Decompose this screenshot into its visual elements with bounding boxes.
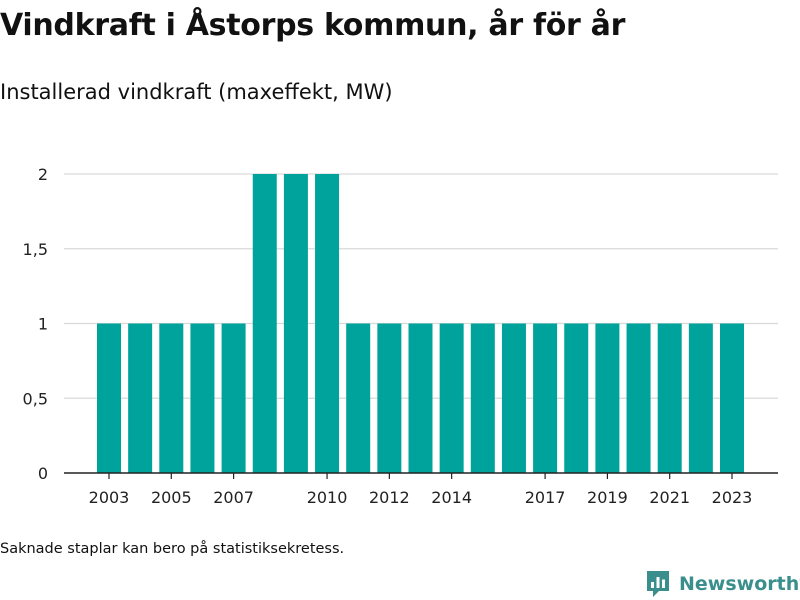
y-tick-labels: 0 0,5 1 1,5 2	[23, 165, 48, 483]
bar[interactable]	[283, 174, 308, 473]
bar[interactable]	[501, 323, 526, 474]
bar[interactable]	[408, 323, 433, 474]
bar[interactable]	[564, 323, 589, 474]
bar[interactable]	[470, 323, 495, 474]
brand-name: Newsworthy	[679, 573, 800, 595]
y-tick-label: 0	[38, 464, 48, 483]
x-tick-labels: 2003 2005 2007 2010 2012 2014 2017 2019 2021 2023	[89, 488, 753, 507]
x-tick-label: 2017	[525, 488, 566, 507]
bars	[97, 174, 744, 473]
bar[interactable]	[626, 323, 651, 474]
y-tick-label: 1,5	[23, 240, 48, 259]
bar[interactable]	[688, 323, 713, 474]
x-tick-label: 2003	[89, 488, 130, 507]
bar[interactable]	[533, 323, 558, 474]
x-tick-label: 2019	[587, 488, 628, 507]
bar[interactable]	[595, 323, 620, 474]
bar[interactable]	[97, 323, 121, 474]
x-tick-label: 2014	[431, 488, 472, 507]
bar[interactable]	[221, 323, 246, 474]
bar[interactable]	[252, 174, 277, 473]
footnote: Saknade staplar kan bero på statistiksek…	[0, 541, 345, 557]
bar[interactable]	[720, 323, 744, 474]
chart-subtitle: Installerad vindkraft (maxeffekt, MW)	[0, 80, 393, 104]
chart-title: Vindkraft i Åstorps kommun, år för år	[0, 8, 626, 43]
bar[interactable]	[657, 323, 682, 474]
x-axis	[64, 472, 778, 479]
bar-chart-logo-icon	[647, 571, 669, 597]
brand-logo[interactable]: Newsworthy	[645, 569, 800, 599]
x-tick-label: 2012	[369, 488, 410, 507]
bar[interactable]	[346, 323, 371, 474]
y-tick-label: 0,5	[23, 389, 48, 408]
x-tick-label: 2005	[151, 488, 192, 507]
bar[interactable]	[159, 323, 184, 474]
bar[interactable]	[439, 323, 464, 474]
x-tick-label: 2021	[649, 488, 690, 507]
y-tick-label: 2	[38, 165, 48, 184]
bar[interactable]	[128, 323, 153, 474]
x-tick-label: 2010	[307, 488, 348, 507]
bar[interactable]	[315, 174, 340, 473]
bar[interactable]	[377, 323, 402, 474]
x-tick-label: 2007	[213, 488, 254, 507]
y-tick-label: 1	[38, 315, 48, 334]
bar[interactable]	[190, 323, 215, 474]
x-tick-label: 2023	[712, 488, 753, 507]
